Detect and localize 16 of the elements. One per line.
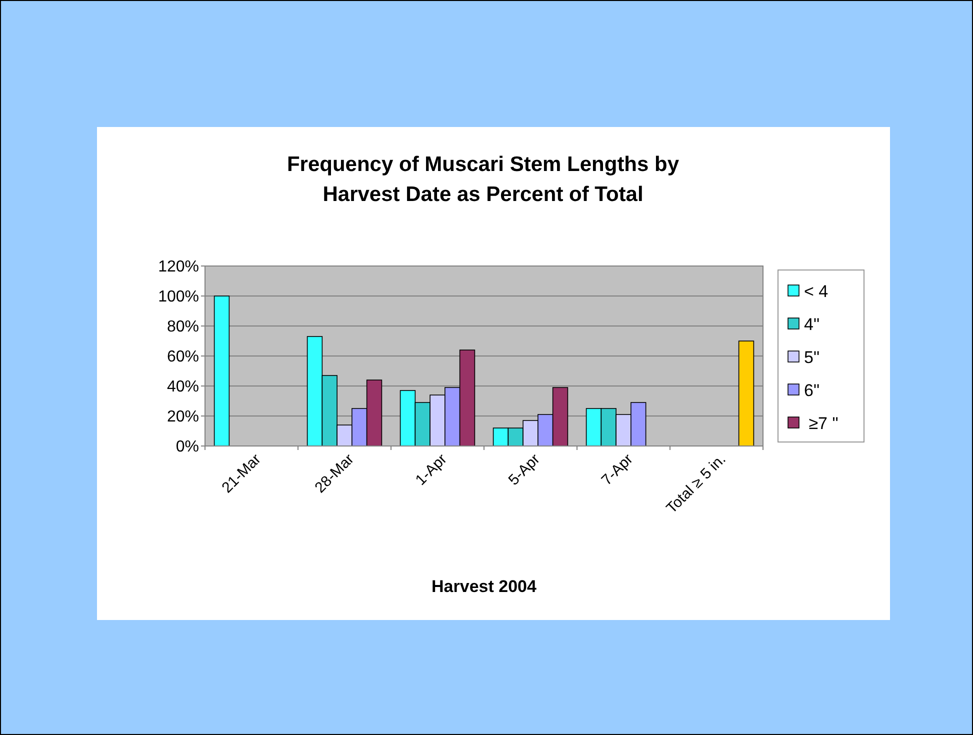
bar [214, 296, 230, 446]
y-tick-label: 80% [166, 318, 199, 336]
legend-label: 4" [804, 314, 820, 334]
legend-label: 5" [804, 348, 820, 367]
y-tick-label: 100% [158, 288, 199, 306]
y-tick-label: 0% [176, 438, 199, 456]
legend-label: < 4 [804, 282, 828, 301]
bar [738, 340, 754, 446]
y-tick-label: 40% [166, 378, 199, 396]
x-axis-title: Harvest 2004 [432, 577, 537, 596]
legend-label: ≥7 " [804, 414, 838, 433]
chart-title: Frequency of Muscari Stem Lengths by Harvest Date as Percent of Total [286, 153, 680, 206]
y-tick-label: 120% [158, 258, 199, 276]
y-tick-label: 60% [166, 348, 199, 366]
legend-label: 6" [804, 380, 820, 400]
y-tick-label: 20% [166, 408, 199, 426]
